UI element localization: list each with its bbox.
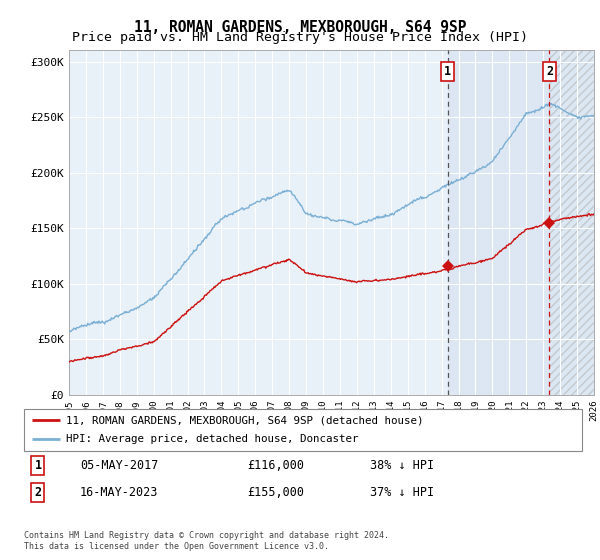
Text: 38% ↓ HPI: 38% ↓ HPI [370,459,434,473]
Text: 2: 2 [546,65,553,78]
Text: £116,000: £116,000 [247,459,304,473]
Text: 11, ROMAN GARDENS, MEXBOROUGH, S64 9SP: 11, ROMAN GARDENS, MEXBOROUGH, S64 9SP [134,20,466,35]
Polygon shape [550,50,594,395]
Text: Price paid vs. HM Land Registry's House Price Index (HPI): Price paid vs. HM Land Registry's House … [72,31,528,44]
Text: 1: 1 [444,65,451,78]
Polygon shape [448,50,550,395]
Text: 11, ROMAN GARDENS, MEXBOROUGH, S64 9SP (detached house): 11, ROMAN GARDENS, MEXBOROUGH, S64 9SP (… [66,415,424,425]
Text: This data is licensed under the Open Government Licence v3.0.: This data is licensed under the Open Gov… [24,542,329,550]
Text: Contains HM Land Registry data © Crown copyright and database right 2024.: Contains HM Land Registry data © Crown c… [24,531,389,540]
Text: HPI: Average price, detached house, Doncaster: HPI: Average price, detached house, Donc… [66,435,358,445]
Text: 37% ↓ HPI: 37% ↓ HPI [370,486,434,500]
Text: 16-MAY-2023: 16-MAY-2023 [80,486,158,500]
Text: 2: 2 [34,486,41,500]
Text: 1: 1 [34,459,41,473]
Text: 05-MAY-2017: 05-MAY-2017 [80,459,158,473]
FancyBboxPatch shape [24,409,582,451]
Text: £155,000: £155,000 [247,486,304,500]
